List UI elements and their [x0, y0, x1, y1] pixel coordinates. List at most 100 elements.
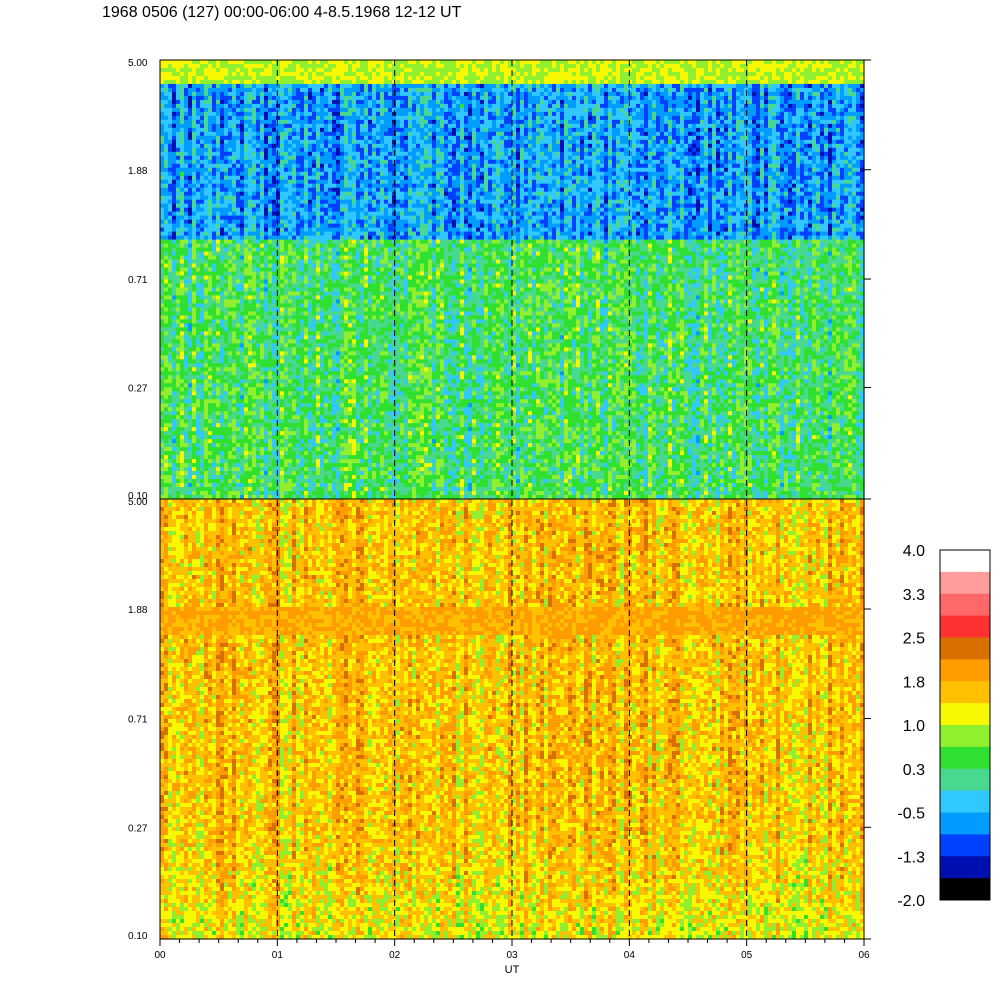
heatmap-cell	[204, 84, 209, 89]
heatmap-cell	[160, 276, 165, 281]
heatmap-cell	[192, 427, 197, 432]
heatmap-cell	[192, 236, 197, 241]
heatmap-cell	[260, 319, 265, 324]
heatmap-cell	[272, 60, 277, 65]
heatmap-cell	[180, 120, 185, 125]
heatmap-cell	[196, 303, 201, 308]
heatmap-cell	[228, 264, 233, 269]
heatmap-cell	[276, 491, 281, 496]
heatmap-cell	[208, 240, 213, 245]
heatmap-cell	[172, 323, 177, 328]
heatmap-cell	[276, 144, 281, 149]
heatmap-cell	[192, 391, 197, 396]
heatmap-cell	[176, 363, 181, 368]
heatmap-cell	[244, 160, 249, 165]
heatmap-cell	[260, 435, 265, 440]
heatmap-cell	[264, 220, 269, 225]
heatmap-cell	[160, 399, 165, 404]
heatmap-cell	[244, 387, 249, 392]
heatmap-cell	[164, 88, 169, 93]
heatmap-cell	[236, 92, 241, 97]
heatmap-cell	[216, 327, 221, 332]
heatmap-cell	[212, 323, 217, 328]
heatmap-cell	[252, 451, 257, 456]
heatmap-cell	[216, 283, 221, 288]
heatmap-cell	[248, 96, 253, 101]
heatmap-cell	[204, 240, 209, 245]
heatmap-cell	[164, 439, 169, 444]
heatmap-cell	[204, 415, 209, 420]
heatmap-cell	[240, 268, 245, 273]
heatmap-cell	[204, 383, 209, 388]
heatmap-cell	[188, 188, 193, 193]
heatmap-cell	[280, 311, 285, 316]
heatmap-cell	[228, 276, 233, 281]
heatmap-cell	[192, 323, 197, 328]
heatmap-cell	[192, 419, 197, 424]
heatmap-cell	[176, 447, 181, 452]
heatmap-cell	[264, 439, 269, 444]
heatmap-cell	[172, 252, 177, 257]
heatmap-cell	[204, 463, 209, 468]
heatmap-cell	[232, 347, 237, 352]
heatmap-cell	[236, 387, 241, 392]
heatmap-cell	[232, 319, 237, 324]
heatmap-cell	[220, 399, 225, 404]
heatmap-cell	[180, 208, 185, 213]
heatmap-cell	[252, 232, 257, 237]
heatmap-cell	[212, 192, 217, 197]
heatmap-cell	[160, 415, 165, 420]
heatmap-cell	[280, 272, 285, 277]
heatmap-cell	[236, 399, 241, 404]
heatmap-cell	[260, 248, 265, 253]
heatmap-cell	[260, 351, 265, 356]
heatmap-cell	[240, 184, 245, 189]
heatmap-cell	[252, 92, 257, 97]
heatmap-cell	[196, 132, 201, 137]
heatmap-cell	[252, 84, 257, 89]
heatmap-cell	[160, 188, 165, 193]
heatmap-cell	[184, 220, 189, 225]
heatmap-cell	[272, 327, 277, 332]
heatmap-cell	[200, 379, 205, 384]
heatmap-cell	[160, 291, 165, 296]
heatmap-cell	[236, 395, 241, 400]
heatmap-cell	[176, 395, 181, 400]
heatmap-cell	[272, 291, 277, 296]
heatmap-cell	[228, 84, 233, 89]
heatmap-cell	[176, 128, 181, 133]
heatmap-cell	[256, 72, 261, 77]
heatmap-cell	[160, 256, 165, 261]
heatmap-cell	[168, 355, 173, 360]
heatmap-cell	[240, 387, 245, 392]
heatmap-cell	[260, 132, 265, 137]
heatmap-cell	[180, 180, 185, 185]
heatmap-cell	[164, 399, 169, 404]
heatmap-cell	[228, 260, 233, 265]
heatmap-cell	[280, 92, 285, 97]
heatmap-cell	[248, 323, 253, 328]
heatmap-cell	[244, 172, 249, 177]
heatmap-cell	[196, 379, 201, 384]
heatmap-cell	[192, 287, 197, 292]
heatmap-cell	[208, 264, 213, 269]
heatmap-cell	[192, 463, 197, 468]
heatmap-cell	[268, 268, 273, 273]
heatmap-cell	[212, 431, 217, 436]
heatmap-cell	[172, 184, 177, 189]
heatmap-cell	[240, 455, 245, 460]
heatmap-cell	[196, 244, 201, 249]
heatmap-cell	[212, 395, 217, 400]
heatmap-cell	[220, 212, 225, 217]
heatmap-cell	[192, 252, 197, 257]
heatmap-cell	[220, 152, 225, 157]
heatmap-cell	[252, 303, 257, 308]
heatmap-cell	[188, 240, 193, 245]
heatmap-cell	[232, 184, 237, 189]
heatmap-cell	[232, 399, 237, 404]
heatmap-cell	[228, 104, 233, 109]
heatmap-cell	[168, 88, 173, 93]
heatmap-cell	[168, 395, 173, 400]
heatmap-cell	[248, 295, 253, 300]
heatmap-cell	[216, 475, 221, 480]
